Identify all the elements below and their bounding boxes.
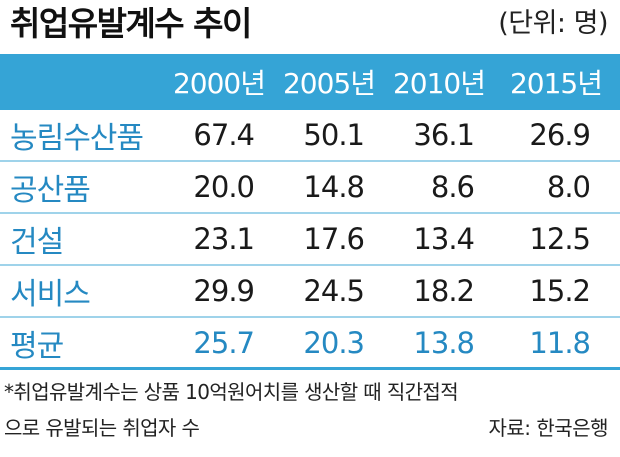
row-label: 평균 [10, 328, 64, 364]
row-label: 서비스 [10, 277, 91, 312]
table-cell: 29.9 [193, 274, 255, 308]
table-row: 건설 23.1 17.6 13.4 12.5 [0, 214, 620, 266]
data-table: 2000년 2005년 2010년 2015년 농림수산품 67.4 50.1 … [0, 54, 620, 370]
source-credit: 자료: 한국은행 [488, 416, 609, 440]
row-label: 농림수산품 [10, 121, 144, 156]
table-cell: 20.0 [193, 170, 255, 204]
table-cell: 26.9 [529, 118, 591, 152]
table-cell: 13.8 [413, 325, 475, 360]
table-cell: 12.5 [529, 222, 591, 256]
table-cell: 11.8 [529, 325, 591, 360]
table-cell: 8.6 [430, 170, 475, 204]
table-cell: 25.7 [193, 325, 255, 360]
column-header: 2005년 [282, 67, 376, 100]
unit-note: (단위: 명) [498, 8, 608, 39]
table-cell: 67.4 [193, 118, 255, 152]
row-label: 건설 [10, 225, 64, 260]
table-row-average: 평균 25.7 20.3 13.8 11.8 [0, 318, 620, 370]
table-cell: 23.1 [193, 222, 255, 256]
table-row: 농림수산품 67.4 50.1 36.1 26.9 [0, 110, 620, 162]
column-header: 2015년 [509, 67, 603, 100]
row-label: 공산품 [10, 173, 91, 208]
table-header-row: 2000년 2005년 2010년 2015년 [0, 54, 620, 110]
footnote-line-1: *취업유발계수는 상품 10억원어치를 생산할 때 직간접적 [4, 380, 459, 404]
table-cell: 18.2 [413, 274, 475, 308]
table-cell: 20.3 [303, 325, 365, 360]
table-row: 공산품 20.0 14.8 8.6 8.0 [0, 162, 620, 214]
column-header: 2000년 [172, 67, 266, 100]
footnote-line-2: 으로 유발되는 취업자 수 [4, 416, 200, 440]
table-cell: 15.2 [529, 274, 591, 308]
table-cell: 24.5 [303, 274, 365, 308]
table-cell: 14.8 [303, 170, 365, 204]
page-title: 취업유발계수 추이 [10, 4, 252, 43]
column-header: 2010년 [392, 67, 486, 100]
table-row: 서비스 29.9 24.5 18.2 15.2 [0, 266, 620, 318]
table-cell: 8.0 [546, 170, 591, 204]
table-cell: 50.1 [303, 118, 365, 152]
table-cell: 13.4 [413, 222, 475, 256]
footnote: *취업유발계수는 상품 10억원어치를 생산할 때 직간접적 으로 유발되는 취… [4, 374, 616, 446]
table-cell: 36.1 [413, 118, 475, 152]
table-cell: 17.6 [303, 222, 365, 256]
